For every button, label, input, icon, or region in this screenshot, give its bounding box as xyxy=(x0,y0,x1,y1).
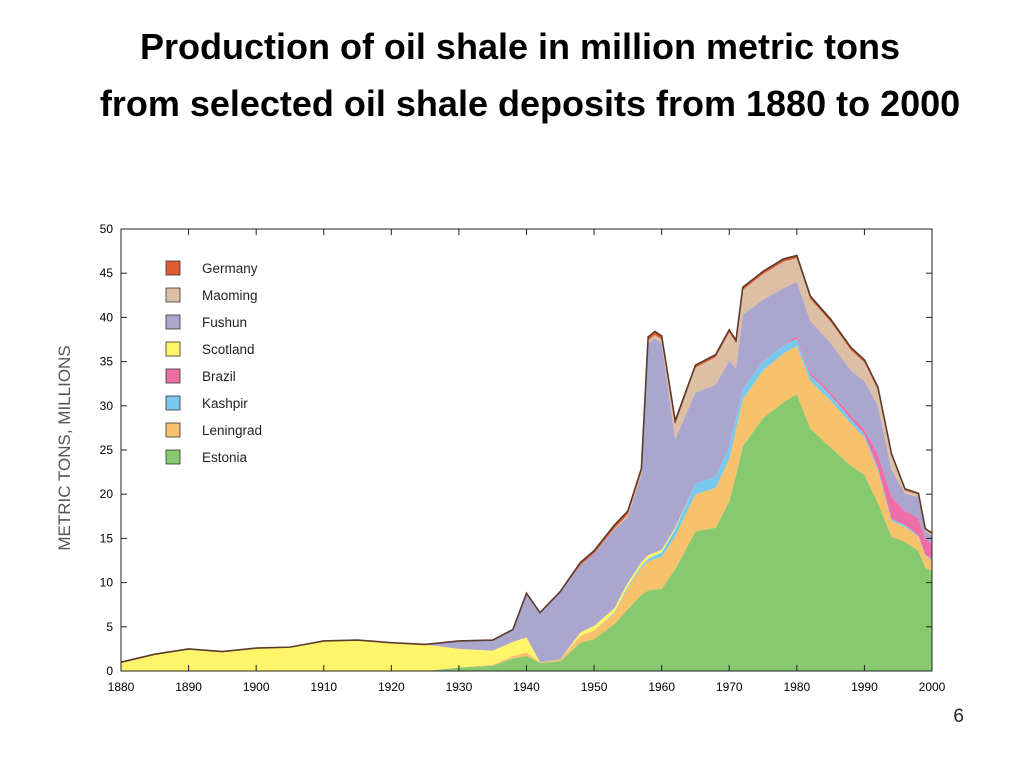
x-tick-label-1880: 1880 xyxy=(108,680,135,694)
legend-swatch-scotland xyxy=(165,341,181,357)
y-tick-label-15: 15 xyxy=(100,531,114,545)
slide-title-line-2: from selected oil shale deposits from 18… xyxy=(99,83,961,124)
x-tick-label-2000: 2000 xyxy=(919,680,946,694)
x-tick-label-1930: 1930 xyxy=(446,680,473,694)
y-tick-label-5: 5 xyxy=(106,620,113,634)
x-tick-label-1900: 1900 xyxy=(243,680,270,694)
legend-swatch-maoming xyxy=(165,287,181,303)
legend-swatch-germany xyxy=(165,260,181,276)
x-tick-label-1970: 1970 xyxy=(716,680,743,694)
legend-swatch-brazil xyxy=(165,368,181,384)
total-outline xyxy=(120,254,933,663)
legend-swatch-estonia xyxy=(165,449,181,465)
y-tick-label-0: 0 xyxy=(106,664,113,678)
y-tick-label-50: 50 xyxy=(100,222,114,236)
slide-title-line-1: Production of oil shale in million metri… xyxy=(139,26,901,67)
x-tick-label-1960: 1960 xyxy=(648,680,675,694)
legend-label-fushun: Fushun xyxy=(202,315,247,330)
area-series-group xyxy=(120,254,933,671)
slide-title: Production of oil shale in million metri… xyxy=(80,18,980,132)
y-tick-label-45: 45 xyxy=(100,266,114,280)
legend-label-estonia: Estonia xyxy=(202,450,248,465)
legend-swatch-fushun xyxy=(165,314,181,330)
x-tick-label-1990: 1990 xyxy=(851,680,878,694)
x-tick-label-1950: 1950 xyxy=(581,680,608,694)
x-tick-label-1910: 1910 xyxy=(310,680,337,694)
legend-swatch-kashpir xyxy=(165,395,181,411)
page-number: 6 xyxy=(953,706,964,727)
y-tick-label-30: 30 xyxy=(100,399,114,413)
y-tick-label-35: 35 xyxy=(100,355,114,369)
legend-label-kashpir: Kashpir xyxy=(202,396,248,411)
axes-group: 1880 1890 1900 1910 1920 1930 1940 1950 1960 1970… xyxy=(100,222,946,694)
y-tick-label-25: 25 xyxy=(100,443,114,457)
area-maoming xyxy=(121,258,932,663)
legend-label-brazil: Brazil xyxy=(202,369,236,384)
y-tick-label-40: 40 xyxy=(100,310,114,324)
legend-label-germany: Germany xyxy=(202,261,258,276)
legend-label-maoming: Maoming xyxy=(202,288,258,303)
area-fushun xyxy=(121,282,932,663)
x-tick-label-1940: 1940 xyxy=(513,680,540,694)
x-tick-label-1920: 1920 xyxy=(378,680,405,694)
legend: Germany Maoming Fushun Scotland Brazil Kashpi… xyxy=(165,260,262,465)
y-axis-label: METRIC TONS, MILLIONS xyxy=(55,345,74,550)
y-tick-label-10: 10 xyxy=(100,576,114,590)
area-estonia xyxy=(121,394,932,671)
legend-swatch-leningrad xyxy=(165,422,181,438)
legend-label-leningrad: Leningrad xyxy=(202,423,262,438)
y-tick-label-20: 20 xyxy=(100,487,114,501)
x-tick-label-1890: 1890 xyxy=(175,680,202,694)
legend-label-scotland: Scotland xyxy=(202,342,255,357)
x-tick-label-1980: 1980 xyxy=(783,680,810,694)
